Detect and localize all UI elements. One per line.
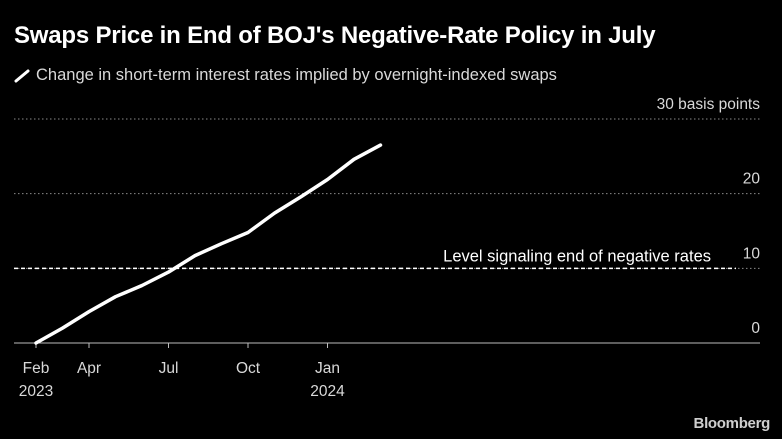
- y-axis-labels: 0 10 20 30 basis points: [657, 96, 761, 337]
- x-tick-label: Jul: [159, 360, 179, 377]
- y-tick-label: 30 basis points: [657, 96, 761, 113]
- reference-line-label: Level signaling end of negative rates: [443, 247, 711, 265]
- legend-swatch-icon: [14, 69, 30, 82]
- reference-layer: Level signaling end of negative rates: [14, 247, 736, 270]
- y-tick-label: 10: [743, 245, 761, 262]
- y-tick-label: 0: [751, 320, 760, 337]
- legend: Change in short-term interest rates impl…: [14, 66, 557, 85]
- x-tick-sublabel: 2024: [310, 383, 345, 400]
- y-tick-label: 20: [743, 171, 761, 188]
- x-axis-labels: Feb 2023 Apr Jul Oct Jan 2024: [19, 360, 345, 400]
- series-layer: [34, 143, 383, 345]
- x-tick-sublabel: 2023: [19, 383, 53, 400]
- series-line: [34, 143, 383, 345]
- legend-label: Change in short-term interest rates impl…: [36, 66, 557, 84]
- source-logo: Bloomberg: [693, 415, 771, 432]
- x-tick-label: Oct: [236, 360, 261, 377]
- grid-layer: [14, 118, 760, 269]
- x-tick-label: Apr: [77, 360, 101, 377]
- x-axis: [14, 342, 760, 348]
- x-tick-label: Feb: [23, 360, 50, 377]
- x-tick-label: Jan: [315, 360, 340, 377]
- chart-title: Swaps Price in End of BOJ's Negative-Rat…: [14, 22, 656, 49]
